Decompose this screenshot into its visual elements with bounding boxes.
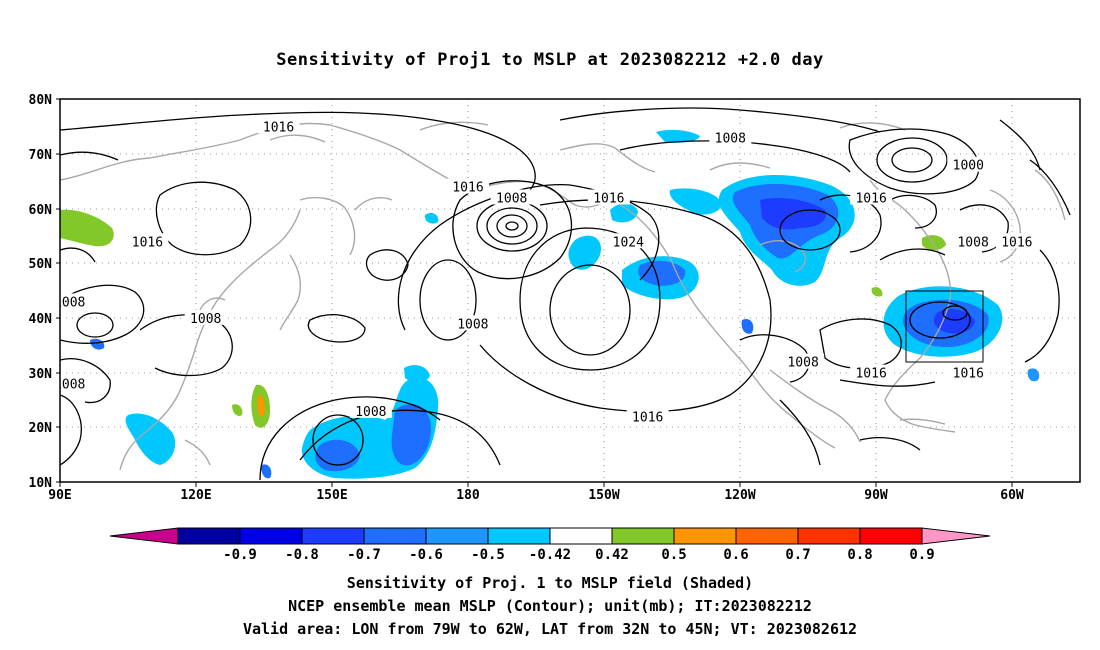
contour-label-bg — [850, 364, 893, 380]
colorbar-tick-label: 0.5 — [661, 547, 686, 563]
contour-label: 1016 — [855, 367, 886, 382]
contour-label: 1000 — [953, 159, 984, 174]
lat-label: 50N — [29, 257, 53, 272]
lat-label: 40N — [29, 312, 53, 327]
contour-label: 1016 — [263, 120, 294, 135]
contour-label-bg — [850, 189, 893, 205]
colorbar-tick-label: 0.8 — [847, 547, 872, 563]
colorbar-swatch — [177, 527, 241, 545]
contour-label: 1008 — [54, 295, 85, 310]
lat-label: 20N — [29, 421, 53, 436]
contour-label: 1008 — [496, 191, 527, 206]
contour-label-bg — [60, 375, 91, 391]
colorbar-low-arrow — [109, 527, 179, 545]
contour-label: 1008 — [787, 356, 818, 371]
colorbar-swatch — [301, 527, 365, 545]
gridlines — [60, 99, 1080, 482]
colorbar-swatch — [239, 527, 303, 545]
contour-label: 1016 — [1001, 235, 1032, 250]
lon-label: 60W — [1000, 488, 1024, 503]
contour-label-bg — [626, 408, 669, 424]
map-frame — [59, 98, 1081, 483]
lon-label: 90E — [48, 488, 71, 503]
colorbar-tick-label: -0.7 — [347, 547, 381, 563]
contour-label-bg — [184, 309, 227, 325]
colorbar-swatch — [425, 527, 489, 545]
contour-label-bg — [451, 315, 494, 331]
lon-label: 150E — [316, 488, 347, 503]
colorbar-swatch — [611, 527, 675, 545]
colorbar-tick-label: -0.8 — [285, 547, 319, 563]
colorbar-tick-label: 0.6 — [723, 547, 748, 563]
lon-label: 120W — [724, 488, 755, 503]
contour-label-bg — [447, 178, 489, 194]
contour-label: 1016 — [132, 235, 163, 250]
contour-label-bg — [709, 129, 752, 145]
colorbar-swatch — [549, 527, 613, 545]
footer-line-2: NCEP ensemble mean MSLP (Contour); unit(… — [288, 597, 812, 615]
colorbar-swatch — [859, 527, 923, 545]
colorbar: -0.9 -0.8 -0.7 -0.6 -0.5 -0.42 0.42 0.5 0.6 0.7 0.… — [109, 527, 991, 563]
colorbar-swatch — [735, 527, 799, 545]
contour-label-bg — [60, 293, 91, 309]
lat-label: 30N — [29, 367, 53, 382]
contour-label-bg — [952, 233, 995, 249]
contour-label: 1024 — [613, 235, 644, 250]
lon-label: 180 — [456, 488, 480, 503]
lat-label: 80N — [29, 93, 53, 108]
valid-area-box — [905, 290, 984, 363]
contour-label-bg — [995, 233, 1038, 249]
lon-axis: 90E 120E 150E 180 150W 120W 90W 60W — [48, 482, 1024, 503]
contour-label-bg — [587, 189, 630, 205]
contour-label-bg — [349, 402, 392, 418]
colorbar-tick-label: -0.9 — [223, 547, 257, 563]
contour-label-bg — [490, 189, 533, 205]
contour-label-bg — [607, 233, 650, 249]
colorbar-tick-label: 0.42 — [595, 547, 629, 563]
map-title: Sensitivity of Proj1 to MSLP at 20230822… — [276, 50, 824, 70]
map-plot-area: 1016 1008 1000 1016 1008 1016 1016 1016 1024 1008… — [54, 99, 1080, 482]
contour-label: 1008 — [54, 378, 85, 393]
lon-label: 120E — [180, 488, 211, 503]
colorbar-tick-label: 0.9 — [909, 547, 934, 563]
lon-label: 150W — [588, 488, 619, 503]
contour-label: 1008 — [355, 405, 386, 420]
contour-label-bg — [947, 364, 990, 380]
lon-label: 90W — [864, 488, 888, 503]
contour-label: 1008 — [957, 235, 988, 250]
colorbar-high-arrow — [921, 527, 991, 545]
colorbar-swatch — [487, 527, 551, 545]
colorbar-swatch — [673, 527, 737, 545]
contour-label-bg — [126, 233, 169, 249]
contour-label: 1008 — [190, 312, 221, 327]
colorbar-tick-label: 0.7 — [785, 547, 810, 563]
mslp-contours — [60, 107, 1071, 481]
contour-label: 1008 — [457, 317, 488, 332]
contour-label: 1016 — [855, 191, 886, 206]
lat-label: 60N — [29, 203, 53, 218]
colorbar-swatch — [363, 527, 427, 545]
lat-label: 70N — [29, 148, 53, 163]
sensitivity-shading — [60, 129, 1040, 479]
contour-label-bg — [257, 118, 300, 134]
footer-line-3: Valid area: LON from 79W to 62W, LAT fro… — [242, 620, 858, 638]
contour-label: 1016 — [452, 181, 483, 196]
contour-label: 1008 — [715, 131, 746, 146]
colorbar-tick-label: -0.6 — [409, 547, 443, 563]
contour-label: 1016 — [953, 367, 984, 382]
footer-line-1: Sensitivity of Proj. 1 to MSLP field (Sh… — [346, 574, 754, 592]
colorbar-tick-label: -0.5 — [471, 547, 505, 563]
contour-label: 1016 — [593, 191, 624, 206]
contour-labels: 1016 1008 1000 1016 1008 1016 1016 1016 1024 1008… — [54, 118, 1038, 425]
contour-label-bg — [782, 353, 825, 369]
colorbar-swatch — [797, 527, 861, 545]
colorbar-tick-label: -0.42 — [529, 547, 571, 563]
contour-label-bg — [947, 156, 990, 172]
lat-axis: 80N 70N 60N 50N 40N 30N 20N 10N — [29, 93, 60, 491]
contour-label: 1016 — [632, 410, 663, 425]
lat-label: 10N — [29, 476, 53, 491]
